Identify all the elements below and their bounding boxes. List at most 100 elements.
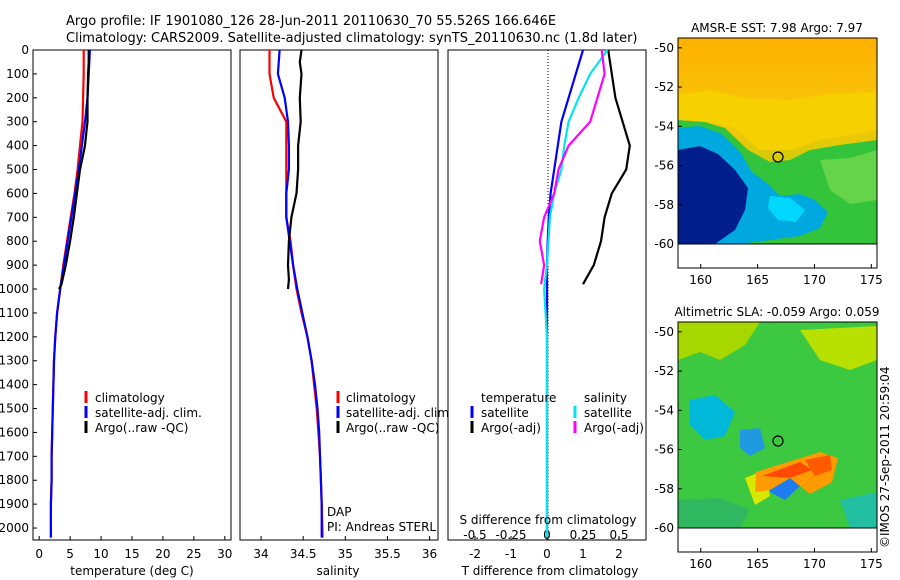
lon-tick-label: 170 <box>803 273 826 287</box>
salinity-xlabel: salinity <box>316 564 359 578</box>
x-tick-label: 34 <box>253 547 268 561</box>
imos-credit: ©IMOS 27-Sep-2011 20:59:04 <box>878 366 892 548</box>
depth-tick-label: 1700 <box>0 449 29 463</box>
depth-tick-label: 200 <box>6 91 29 105</box>
legend-label-t-argo: Argo(-adj) <box>481 421 541 435</box>
t-difference-axis: -2 -1 0 1 2 <box>469 536 623 561</box>
depth-tick-label: 700 <box>6 210 29 224</box>
header-line2: Climatology: CARS2009. Satellite-adjuste… <box>66 31 638 46</box>
series-line-temperature-argo-adj <box>582 49 631 285</box>
sst-map-axes: 160 165 170 175 -50 -52 -54 -56 -58 -60 <box>654 41 882 287</box>
lat-tick-label: -52 <box>654 364 674 378</box>
lon-tick-label: 170 <box>803 557 826 571</box>
depth-tick-label: 1900 <box>0 497 29 511</box>
x-tick-label: 5 <box>66 547 74 561</box>
legend-label-climatology: climatology <box>95 391 165 405</box>
temperature-xlabel: temperature (deg C) <box>70 564 193 578</box>
legend-title-salinity: salinity <box>584 391 627 405</box>
legend-title-temperature: temperature <box>481 391 556 405</box>
depth-tick-label: 900 <box>6 258 29 272</box>
depth-tick-label: 800 <box>6 234 29 248</box>
lat-tick-label: -50 <box>654 325 674 339</box>
lat-tick-label: -52 <box>654 80 674 94</box>
s-tick-label: -0.25 <box>495 528 526 542</box>
depth-tick-label: 1100 <box>0 306 29 320</box>
sst-map-image <box>678 38 877 244</box>
sst-map-frame <box>677 37 878 269</box>
x-tick-label: 2 <box>615 547 623 561</box>
x-tick-label: 36 <box>422 547 437 561</box>
s-tick-label: -0.5 <box>463 528 486 542</box>
temperature-axis: 0 5 10 15 20 25 30 <box>35 536 232 561</box>
depth-tick-label: 1300 <box>0 354 29 368</box>
series-line-argo-raw-qc <box>58 50 90 290</box>
header-line1: Argo profile: IF 1901080_126 28-Jun-2011… <box>66 14 556 29</box>
sla-map-axes: 160 165 170 175 -50 -52 -54 -56 -58 -60 <box>654 325 882 571</box>
lat-tick-label: -60 <box>654 521 674 535</box>
salinity-legend: climatology satellite-adj. clim. Argo(..… <box>336 391 453 435</box>
sst-map-panel: AMSR-E SST: 7.98 Argo: 7.97 160 165 170 175… <box>654 21 882 287</box>
x-tick-label: 10 <box>93 547 108 561</box>
series-line-argo-raw-qc <box>286 49 303 290</box>
depth-tick-label: 1200 <box>0 330 29 344</box>
sla-map-image <box>678 322 877 528</box>
depth-tick-label: 1800 <box>0 473 29 487</box>
depth-axis: 0 100 200 300 400 500 600 700 800 900 1000 1100 1200… <box>0 43 452 535</box>
sst-map-title: AMSR-E SST: 7.98 Argo: 7.97 <box>691 21 863 35</box>
lat-tick-label: -58 <box>654 198 674 212</box>
lon-tick-label: 175 <box>860 273 883 287</box>
lat-tick-label: -50 <box>654 41 674 55</box>
argo-position-marker <box>772 151 784 163</box>
pi-label: PI: Andreas STERL <box>327 520 436 534</box>
dap-label: DAP <box>327 505 351 519</box>
salinity-profiles <box>268 49 324 538</box>
x-tick-label: 20 <box>155 547 170 561</box>
salinity-diff-legend: salinity satellite Argo(-adj) <box>573 391 644 435</box>
lat-tick-label: -56 <box>654 159 674 173</box>
lat-tick-label: -60 <box>654 237 674 251</box>
argo-position-marker <box>772 435 784 447</box>
x-tick-label: 34.5 <box>290 547 317 561</box>
temperature-legend: climatology satellite-adj. clim. Argo(..… <box>84 391 202 435</box>
difference-profiles <box>538 49 631 538</box>
depth-tick-label: 1000 <box>0 282 29 296</box>
x-tick-label: -2 <box>469 547 481 561</box>
x-tick-label: 0 <box>35 547 43 561</box>
x-tick-label: 0 <box>543 547 551 561</box>
x-tick-label: 1 <box>579 547 587 561</box>
series-line-satellite-adj-clim <box>276 49 323 538</box>
x-tick-label: 35.5 <box>374 547 401 561</box>
depth-tick-label: 100 <box>6 67 29 81</box>
lat-tick-label: -54 <box>654 119 674 133</box>
lon-tick-label: 175 <box>860 557 883 571</box>
lon-tick-label: 160 <box>689 557 712 571</box>
salinity-axis: 34 34.5 35 35.5 36 <box>253 536 437 561</box>
depth-tick-label: 1400 <box>0 378 29 392</box>
depth-tick-label: 0 <box>21 43 29 57</box>
x-tick-label: 25 <box>186 547 201 561</box>
legend-label-satellite: satellite-adj. clim. <box>95 406 202 420</box>
lon-tick-label: 160 <box>689 273 712 287</box>
legend-label-s-satellite: satellite <box>584 406 632 420</box>
lat-tick-label: -58 <box>654 482 674 496</box>
series-line-salinity-argo-adj <box>538 49 606 285</box>
lat-tick-label: -54 <box>654 403 674 417</box>
depth-tick-label: 1600 <box>0 425 29 439</box>
t-difference-xlabel: T difference from climatology <box>461 564 639 578</box>
lon-tick-label: 165 <box>746 557 769 571</box>
x-tick-label: -1 <box>505 547 517 561</box>
lat-tick-label: -56 <box>654 443 674 457</box>
x-tick-label: 30 <box>217 547 232 561</box>
depth-tick-label: 400 <box>6 139 29 153</box>
salinity-panel: 34 34.5 35 35.5 36 salinity DAP PI: Andreas … <box>239 49 453 578</box>
depth-tick-label: 500 <box>6 163 29 177</box>
temperature-panel: 0100200300400500600700800900100011001200… <box>0 43 452 578</box>
depth-tick-label: 600 <box>6 186 29 200</box>
depth-tick-label: 2000 <box>0 521 29 535</box>
x-tick-label: 35 <box>338 547 353 561</box>
s-difference-label: S difference from climatology <box>460 513 637 527</box>
depth-tick-label: 1500 <box>0 402 29 416</box>
series-line-salinity-satellite <box>542 49 609 538</box>
legend-label-s-argo: Argo(-adj) <box>584 421 644 435</box>
difference-panel: -2 -1 0 1 2 -0.5 -0.25 0 0.25 0.5 S difference f… <box>447 49 647 578</box>
